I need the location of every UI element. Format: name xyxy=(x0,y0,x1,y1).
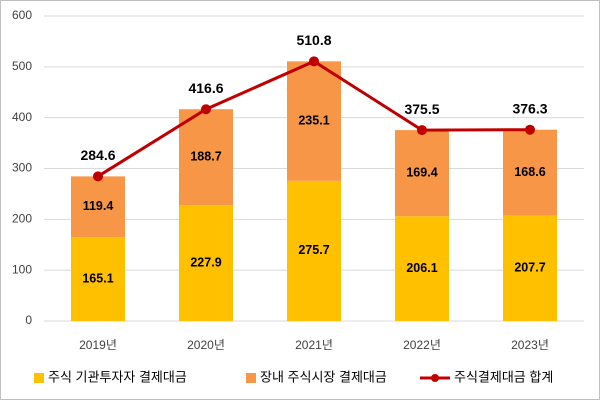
y-tick-label: 300 xyxy=(12,161,32,175)
y-tick-label: 100 xyxy=(12,262,32,276)
y-tick-label: 0 xyxy=(25,313,32,327)
legend-marker xyxy=(431,374,439,382)
legend-label: 주식결제대금 합계 xyxy=(454,369,553,384)
bar-segment xyxy=(287,180,341,321)
bar-segment xyxy=(179,109,233,206)
bar-segment xyxy=(71,176,125,238)
legend-swatch xyxy=(246,373,256,383)
data-label: 376.3 xyxy=(512,100,547,116)
legend-label: 주식 기관투자자 결제대금 xyxy=(48,369,187,384)
bar-segment xyxy=(395,130,449,217)
x-tick-label: 2022년 xyxy=(403,338,441,352)
data-label: 168.6 xyxy=(514,165,545,179)
data-label: 169.4 xyxy=(406,165,437,179)
data-label: 275.7 xyxy=(298,243,329,257)
legend-swatch xyxy=(34,373,44,383)
data-label: 165.1 xyxy=(82,271,113,285)
y-tick-label: 600 xyxy=(12,8,32,22)
bar-segment xyxy=(71,237,125,321)
line-point xyxy=(201,104,211,115)
data-label: 188.7 xyxy=(190,149,221,163)
line-point xyxy=(525,124,535,135)
data-label: 227.9 xyxy=(190,255,221,269)
data-label: 206.1 xyxy=(406,261,437,275)
bar-segment xyxy=(287,61,341,181)
data-label: 375.5 xyxy=(404,101,439,117)
data-label: 119.4 xyxy=(83,199,114,213)
x-tick-label: 2020년 xyxy=(187,338,225,352)
line-point xyxy=(417,125,427,136)
bar-segment xyxy=(179,205,233,321)
line-point xyxy=(93,171,103,182)
legend-label: 장내 주식시장 결제대금 xyxy=(260,369,387,384)
bar-segment xyxy=(503,129,557,216)
y-tick-label: 400 xyxy=(12,110,32,124)
line-point xyxy=(309,56,319,67)
x-tick-label: 2023년 xyxy=(511,338,549,352)
data-label: 235.1 xyxy=(298,113,329,127)
data-label: 416.6 xyxy=(188,80,223,96)
x-tick-label: 2021년 xyxy=(295,338,333,352)
bar-segment xyxy=(503,215,557,321)
bar-segment xyxy=(395,216,449,321)
data-label: 510.8 xyxy=(296,32,331,48)
x-tick-label: 2019년 xyxy=(79,338,117,352)
data-label: 284.6 xyxy=(80,147,115,163)
y-tick-label: 200 xyxy=(12,212,32,226)
y-tick-label: 500 xyxy=(12,59,32,73)
data-label: 207.7 xyxy=(514,261,545,275)
